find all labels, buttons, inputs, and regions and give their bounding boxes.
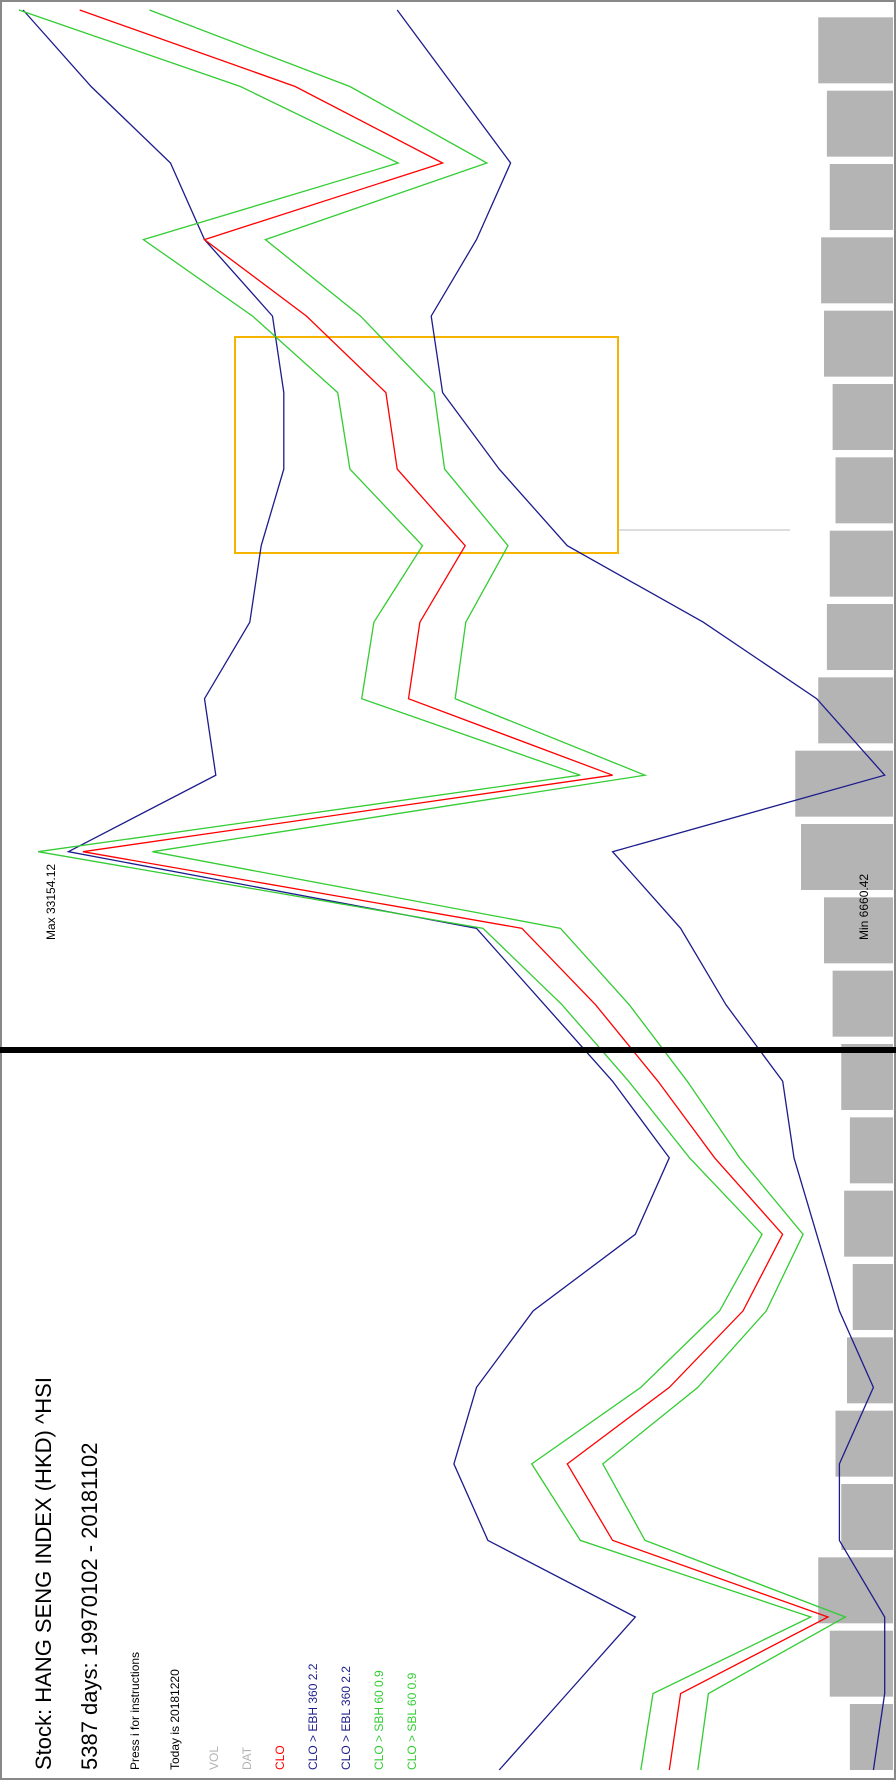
series-line (396, 9, 886, 1771)
volume-bar (835, 457, 893, 524)
volume-bar (818, 17, 893, 84)
volume-bar (844, 1190, 893, 1257)
volume-bar (826, 90, 893, 157)
legend-entry: CLO (273, 1745, 287, 1770)
volume-bar (841, 1484, 893, 1550)
legend-entry: CLO > EBH 360 2.2 (306, 1663, 320, 1770)
volume-bar (826, 604, 893, 670)
volume-bar (847, 1337, 893, 1404)
volume-bar (841, 1044, 893, 1110)
volume-bar (795, 750, 893, 817)
series-line (18, 9, 813, 1771)
series-line (79, 9, 830, 1771)
title: Stock: HANG SENG INDEX (HKD) ^HSI (31, 1377, 56, 1770)
subtitle: 5387 days: 19970102 - 20181102 (77, 1443, 102, 1770)
volume-bar (824, 310, 893, 377)
legend-entry: VOL (207, 1746, 221, 1770)
volume-bar (829, 1630, 893, 1697)
volume-bar (852, 1264, 893, 1330)
volume-bar (818, 1557, 893, 1624)
volume-bar (849, 1704, 893, 1770)
legend-entry: DAT (240, 1746, 254, 1770)
volume-bar (829, 164, 893, 230)
volume-bar (801, 824, 893, 890)
legend-entry: CLO > EBL 360 2.2 (339, 1666, 353, 1770)
volume-bar (832, 970, 893, 1037)
divider (0, 1047, 896, 1053)
volume-bar (824, 897, 893, 964)
series-line (22, 9, 671, 1771)
volume-bar (818, 677, 893, 744)
series-line (149, 9, 847, 1771)
max-label: Max 33154.12 (44, 864, 58, 940)
volume-bar (849, 1117, 893, 1184)
legend-entry: CLO > SBH 60 0.9 (372, 1670, 386, 1770)
highlight-box (234, 336, 619, 554)
today: Today is 20181220 (168, 1669, 182, 1770)
legend-entry: CLO > SBL 60 0.9 (405, 1672, 419, 1770)
volume-bar (821, 237, 893, 304)
volume-bar (832, 384, 893, 450)
volume-bar (829, 530, 893, 597)
volume-bar (835, 1410, 893, 1477)
instructions: Press i for instructions (128, 1652, 142, 1770)
min-label: Min 6660.42 (857, 874, 871, 940)
